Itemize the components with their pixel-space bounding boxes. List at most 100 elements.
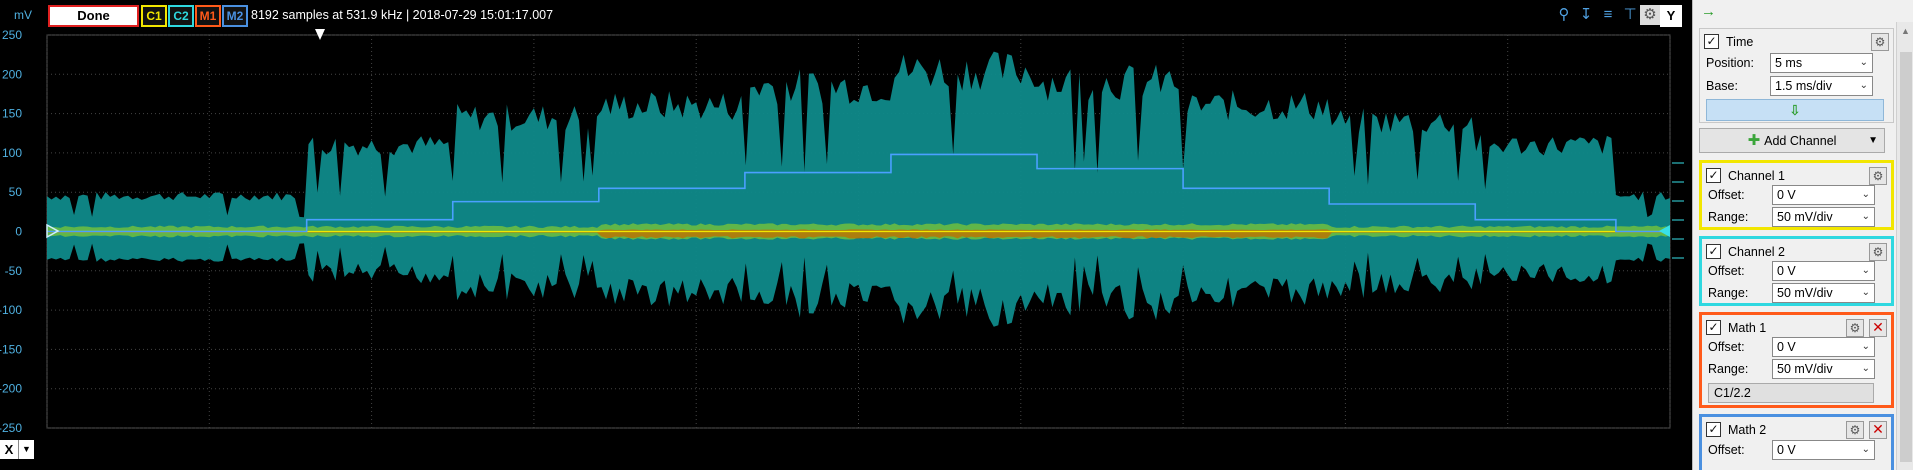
channel2-group: ✓ Channel 2 ⚙ Offset: 0 V ⌄ Range: 50 mV/… xyxy=(1699,236,1894,306)
plus-icon: ✚ xyxy=(1747,132,1761,149)
channel1-offset-label: Offset: xyxy=(1708,188,1745,202)
time-header: ✓ Time ⚙ xyxy=(1704,33,1889,51)
channel-chip-m2[interactable]: M2 xyxy=(222,5,248,27)
channel2-offset-select[interactable]: 0 V ⌄ xyxy=(1772,261,1875,281)
math2-offset-select[interactable]: 0 V ⌄ xyxy=(1772,440,1875,460)
scroll-up-icon[interactable]: ▲ xyxy=(1901,26,1910,36)
channel2-checkbox[interactable]: ✓ xyxy=(1706,244,1721,259)
gear-icon[interactable]: ⚙ xyxy=(1846,319,1864,337)
time-base-value: 1.5 ms/div xyxy=(1775,79,1832,93)
math1-offset-value: 0 V xyxy=(1777,340,1796,354)
y-axis-button[interactable]: Y xyxy=(1660,5,1682,27)
channel1-checkbox[interactable]: ✓ xyxy=(1706,168,1721,183)
channel1-range-label: Range: xyxy=(1708,210,1749,224)
time-base-select[interactable]: 1.5 ms/div ⌄ xyxy=(1770,76,1873,96)
time-position-label: Position: xyxy=(1706,56,1754,70)
math1-group: ✓ Math 1 ⚙ ✕ Offset: 0 V ⌄ Range: 50 mV/d… xyxy=(1699,312,1894,408)
channel1-title: Channel 1 xyxy=(1728,169,1785,183)
time-position-select[interactable]: 5 ms ⌄ xyxy=(1770,53,1873,73)
channel1-range-value: 50 mV/div xyxy=(1777,210,1833,224)
math1-range-select[interactable]: 50 mV/div ⌄ xyxy=(1772,359,1875,379)
y-tick-label: 50 xyxy=(9,185,23,199)
scope-toolbar: mV Done C1 C2 M1 M2 8192 samples at 531.… xyxy=(0,0,1692,28)
chevron-down-icon: ▼ xyxy=(1868,135,1878,146)
y-tick-label: 250 xyxy=(2,28,22,42)
y-tick-labels: 250 200 150 100 50 0 -50 -100 -150 -200 -250 xyxy=(0,28,22,435)
collapse-arrow-icon[interactable]: → xyxy=(1701,3,1716,20)
math2-offset-value: 0 V xyxy=(1777,443,1796,457)
channel-chip-c2[interactable]: C2 xyxy=(168,5,194,27)
left-offset-marker[interactable] xyxy=(46,223,60,239)
time-title: Time xyxy=(1726,35,1754,49)
y-tick-label: 150 xyxy=(2,107,22,121)
gear-icon[interactable]: ⚙ xyxy=(1869,167,1887,185)
panel-scrollbar[interactable]: ▲ xyxy=(1896,22,1913,470)
math1-title: Math 1 xyxy=(1728,321,1767,335)
channel2-offset-label: Offset: xyxy=(1708,264,1745,278)
time-checkbox[interactable]: ✓ xyxy=(1704,34,1719,49)
gear-icon[interactable]: ⚙ xyxy=(1871,33,1889,51)
math2-offset-label: Offset: xyxy=(1708,443,1745,457)
channel2-header: ✓ Channel 2 ⚙ xyxy=(1706,243,1887,261)
chevron-down-icon: ⌄ xyxy=(1859,57,1868,68)
run-status-button[interactable]: Done xyxy=(48,5,139,27)
chevron-down-icon[interactable]: ▼ xyxy=(18,440,34,459)
math2-group: ✓ Math 2 ⚙ ✕ Offset: 0 V ⌄ xyxy=(1699,414,1894,470)
signal-traces xyxy=(47,51,1670,327)
math2-checkbox[interactable]: ✓ xyxy=(1706,422,1721,437)
chevron-down-icon: ⌄ xyxy=(1859,80,1868,91)
math1-checkbox[interactable]: ✓ xyxy=(1706,320,1721,335)
channel2-range-value: 50 mV/div xyxy=(1777,286,1833,300)
time-base-label: Base: xyxy=(1706,79,1738,93)
chevron-down-icon: ⌄ xyxy=(1861,287,1870,298)
channel-chip-m1[interactable]: M1 xyxy=(195,5,221,27)
y-tick-label: 200 xyxy=(2,67,22,81)
math2-title: Math 2 xyxy=(1728,423,1767,437)
gear-icon[interactable]: ⚙ xyxy=(1640,5,1660,25)
scroll-thumb[interactable] xyxy=(1900,52,1912,462)
cursor-vertical-icon[interactable]: ↧ xyxy=(1579,6,1593,23)
scope-view: mV Done C1 C2 M1 M2 8192 samples at 531.… xyxy=(0,0,1692,470)
channel1-group: ✓ Channel 1 ⚙ Offset: 0 V ⌄ Range: 50 mV/… xyxy=(1699,160,1894,230)
channel2-title: Channel 2 xyxy=(1728,245,1785,259)
channel2-range-select[interactable]: 50 mV/div ⌄ xyxy=(1772,283,1875,303)
math1-header: ✓ Math 1 ⚙ ✕ xyxy=(1706,319,1887,337)
channel2-envelope xyxy=(47,51,1670,327)
add-channel-button[interactable]: ✚ Add Channel ▼ xyxy=(1699,128,1885,153)
cursor-horizontal-icon[interactable]: ≡ xyxy=(1603,6,1613,23)
chevron-down-icon: ⌄ xyxy=(1861,341,1870,352)
gear-icon[interactable]: ⚙ xyxy=(1869,243,1887,261)
y-unit-label: mV xyxy=(14,8,32,22)
y-tick-label: -50 xyxy=(5,264,23,278)
channel-chip-c1[interactable]: C1 xyxy=(141,5,167,27)
chevron-down-icon: ⌄ xyxy=(1861,265,1870,276)
add-channel-label: Add Channel xyxy=(1764,134,1837,148)
y-tick-label: -150 xyxy=(0,342,22,356)
x-axis-bar xyxy=(0,436,1692,470)
math1-formula-field[interactable]: C1/2.2 xyxy=(1708,383,1874,403)
channel2-offset-value: 0 V xyxy=(1777,264,1796,278)
zoom-icon[interactable]: ⚲ xyxy=(1558,6,1570,23)
right-trigger-marker[interactable] xyxy=(1659,225,1670,237)
x-axis-button[interactable]: X xyxy=(0,440,18,459)
time-position-value: 5 ms xyxy=(1775,56,1803,70)
channel1-range-select[interactable]: 50 mV/div ⌄ xyxy=(1772,207,1875,227)
trigger-position-marker[interactable] xyxy=(315,29,325,40)
close-icon[interactable]: ✕ xyxy=(1869,421,1887,439)
math1-offset-select[interactable]: 0 V ⌄ xyxy=(1772,337,1875,357)
cursor-level-icon[interactable]: ⊤ xyxy=(1623,6,1637,23)
gear-icon[interactable]: ⚙ xyxy=(1846,421,1864,439)
settings-panel: → ▲ ✓ Time ⚙ Position: 5 ms ⌄ Base: 1.5 m… xyxy=(1692,0,1913,470)
channel1-offset-value: 0 V xyxy=(1777,188,1796,202)
channel2-range-label: Range: xyxy=(1708,286,1749,300)
time-apply-button[interactable]: ⇩ xyxy=(1706,99,1884,121)
channel1-offset-select[interactable]: 0 V ⌄ xyxy=(1772,185,1875,205)
chevron-down-icon: ⌄ xyxy=(1861,363,1870,374)
channel1-header: ✓ Channel 1 ⚙ xyxy=(1706,167,1887,185)
chevron-down-icon: ⌄ xyxy=(1861,444,1870,455)
chevron-down-icon: ⌄ xyxy=(1861,211,1870,222)
chevron-down-icon: ⌄ xyxy=(1861,189,1870,200)
close-icon[interactable]: ✕ xyxy=(1869,319,1887,337)
